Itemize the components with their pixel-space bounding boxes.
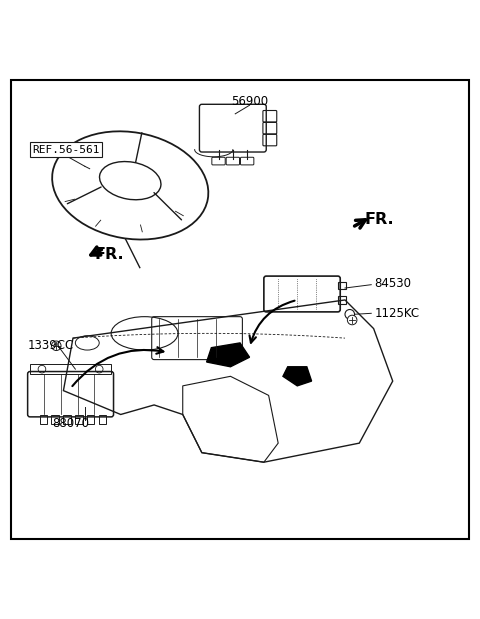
Bar [75,415,83,424]
Bar [63,415,71,424]
Text: 1125KC: 1125KC [374,307,420,320]
Bar [338,296,347,304]
Bar [87,415,95,424]
Bar [30,365,111,374]
Text: 88070: 88070 [52,417,89,430]
Text: REF.56-561: REF.56-561 [33,145,100,155]
Polygon shape [206,343,250,367]
Circle shape [51,341,61,350]
Polygon shape [283,367,312,386]
Circle shape [348,315,357,325]
Bar [51,415,59,424]
Text: FR.: FR. [364,212,394,227]
Text: FR.: FR. [95,247,124,262]
Bar [338,282,347,290]
Text: 1339CC: 1339CC [28,339,74,352]
Bar [39,415,47,424]
Text: 56900: 56900 [231,95,268,108]
Text: 84530: 84530 [374,277,411,290]
Bar [99,415,107,424]
